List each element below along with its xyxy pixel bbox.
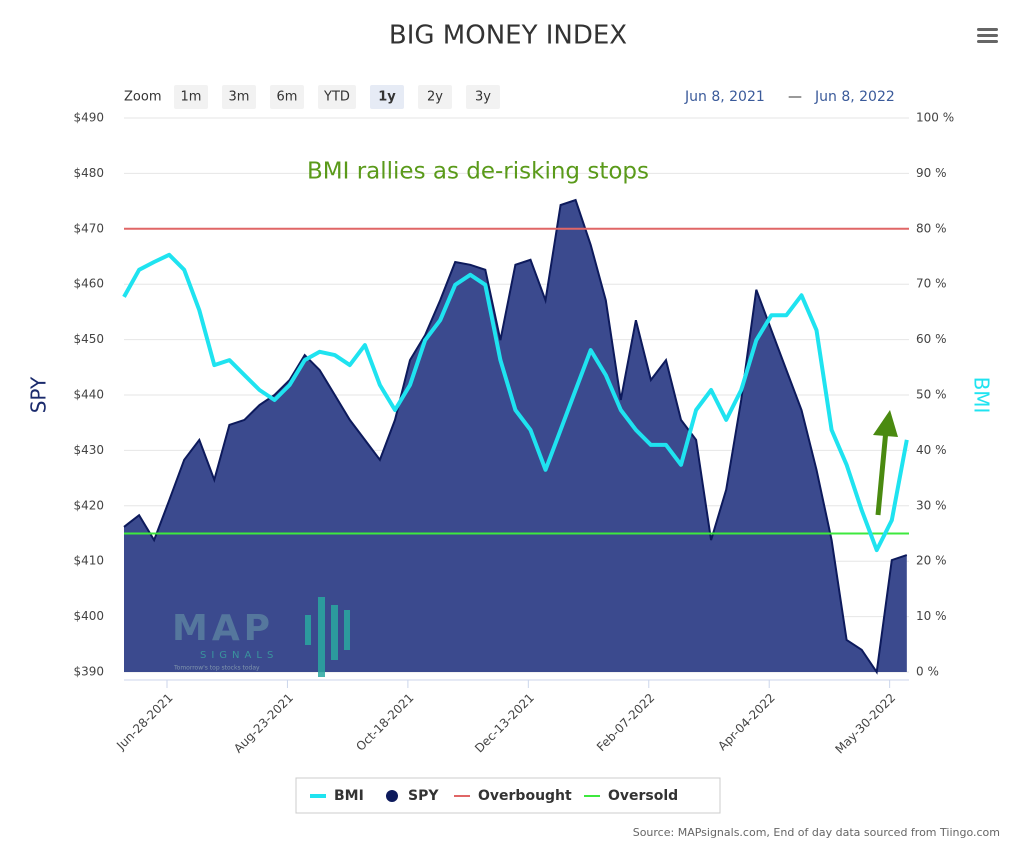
y2-tick-label: 20 % — [916, 554, 947, 568]
zoom-button-label[interactable]: 1m — [181, 90, 202, 105]
spy-area — [124, 200, 907, 672]
bmi-line — [122, 252, 909, 553]
legend-box — [295, 777, 721, 814]
y-axis-title: SPY — [27, 376, 51, 413]
legend-symbol — [386, 790, 398, 802]
legend-label[interactable]: SPY — [408, 788, 439, 804]
menu-bar — [977, 34, 998, 37]
range-to[interactable]: Jun 8, 2022 — [814, 89, 895, 105]
plot — [122, 117, 909, 675]
zoom-button[interactable] — [270, 85, 304, 109]
y-tick-label: $400 — [73, 609, 104, 623]
zoom-label: Zoom — [124, 90, 161, 105]
source: Source: MAPsignals.com, End of day data … — [633, 826, 1000, 839]
y-tick-label: $490 — [73, 111, 104, 125]
legend-label[interactable]: Oversold — [608, 788, 678, 804]
y2-tick-label: 30 % — [916, 498, 947, 512]
chart-title: BIG MONEY INDEX — [389, 21, 627, 51]
zoom-button-label[interactable]: 2y — [427, 90, 443, 105]
y2-tick-label: 90 % — [916, 166, 947, 180]
arrow-head — [873, 410, 898, 437]
y2-tick-label: 50 % — [916, 388, 947, 402]
logo-bar — [344, 610, 350, 650]
y-tick-label: $410 — [73, 554, 104, 568]
y2-tick-label: 60 % — [916, 332, 947, 346]
y-tick-label: $450 — [73, 332, 104, 346]
zoom-button[interactable] — [370, 85, 404, 109]
y2-axis-title: BMI — [970, 377, 994, 414]
zoom-button-label[interactable]: 3m — [229, 90, 250, 105]
annotation: BMI rallies as de-risking stops — [307, 159, 649, 185]
zoom-button[interactable] — [466, 85, 500, 109]
logo: MAP SIGNALS Tomorrow's top stocks today — [172, 597, 350, 677]
logo-bar — [331, 605, 338, 660]
logo-bar — [305, 615, 311, 645]
logo-tagline: Tomorrow's top stocks today — [173, 665, 260, 672]
zoom-button[interactable] — [418, 85, 452, 109]
menu-bar — [977, 28, 998, 31]
arrow-shaft — [875, 429, 889, 516]
logo-name: MAP — [172, 608, 274, 649]
zoom-button-label[interactable]: 1y — [378, 90, 396, 105]
legend-label[interactable]: BMI — [334, 788, 364, 804]
range-sep: — — [788, 89, 802, 105]
spy-line — [123, 198, 908, 675]
y-tick-label: $390 — [73, 665, 104, 679]
menu-bar — [977, 40, 998, 43]
y2-tick-label: 80 % — [916, 221, 947, 235]
zoom-button-label[interactable]: 6m — [277, 90, 298, 105]
y-tick-label: $420 — [73, 498, 104, 512]
y2-tick-label: 100 % — [916, 111, 954, 125]
y-tick-label: $430 — [73, 443, 104, 457]
arrow — [873, 410, 898, 516]
y-tick-label: $460 — [73, 277, 104, 291]
zoom-button-label[interactable]: 3y — [475, 90, 491, 105]
logo-bar — [318, 597, 325, 677]
zoom-button[interactable] — [222, 85, 256, 109]
zoom-button[interactable] — [318, 85, 356, 109]
y-tick-label: $480 — [73, 166, 104, 180]
zoom-button[interactable] — [174, 85, 208, 109]
logo-sub: SIGNALS — [200, 650, 278, 661]
legend-label[interactable]: Overbought — [478, 788, 572, 804]
menu-icon[interactable] — [977, 28, 998, 43]
y-tick-label: $470 — [73, 221, 104, 235]
range-from[interactable]: Jun 8, 2021 — [684, 89, 765, 105]
y-tick-label: $440 — [73, 388, 104, 402]
y2-tick-label: 0 % — [916, 665, 939, 679]
y2-tick-label: 40 % — [916, 443, 947, 457]
zoom-button-label[interactable]: YTD — [323, 90, 350, 105]
y2-tick-label: 70 % — [916, 277, 947, 291]
y2-tick-label: 10 % — [916, 609, 947, 623]
